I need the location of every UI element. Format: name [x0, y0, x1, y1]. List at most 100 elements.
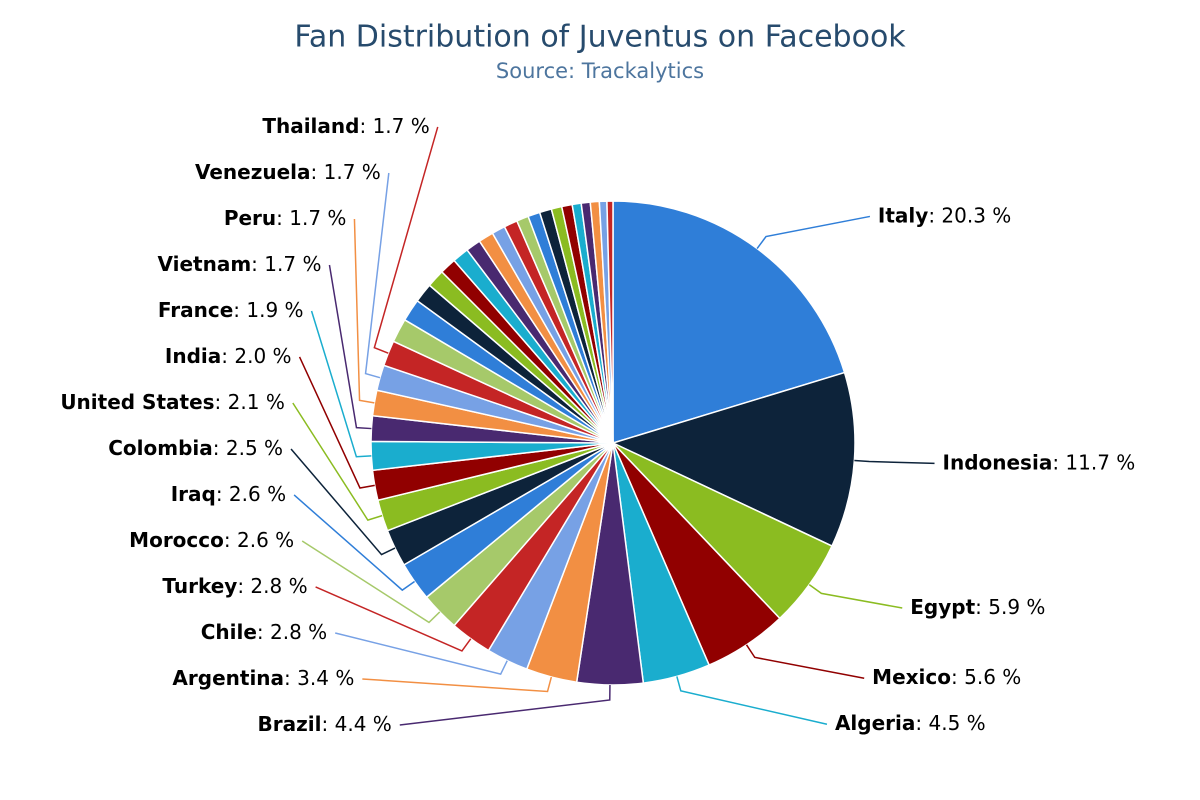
label-name: Vietnam: [157, 251, 251, 275]
label-name: Turkey: [162, 573, 237, 597]
label-value: 2.6 %: [237, 527, 294, 551]
label-separator: :: [216, 481, 229, 505]
label-separator: :: [975, 595, 988, 619]
pie-slice: [606, 200, 614, 444]
connector: [315, 586, 472, 652]
label-name: Egypt: [910, 595, 975, 619]
data-label: Mexico: 5.6 %: [872, 665, 1021, 689]
label-value: 1.7 %: [264, 251, 321, 275]
data-label: France: 1.9 %: [158, 297, 304, 321]
label-separator: :: [928, 203, 941, 227]
label-value: 2.6 %: [229, 481, 286, 505]
data-label: Vietnam: 1.7 %: [157, 251, 321, 275]
connector: [854, 459, 935, 465]
label-separator: :: [284, 665, 297, 689]
label-separator: :: [915, 711, 928, 735]
connector: [298, 356, 375, 489]
data-label: Venezuela: 1.7 %: [195, 159, 381, 183]
label-value: 2.0 %: [234, 343, 291, 367]
label-value: 3.4 %: [297, 665, 354, 689]
label-value: 5.9 %: [988, 595, 1045, 619]
label-name: Italy: [878, 203, 928, 227]
label-separator: :: [251, 251, 264, 275]
data-label: Colombia: 2.5 %: [108, 435, 283, 459]
label-name: France: [158, 297, 233, 321]
label-separator: :: [215, 389, 228, 413]
label-value: 5.6 %: [964, 665, 1021, 689]
connector: [364, 172, 390, 379]
label-value: 11.7 %: [1065, 450, 1135, 474]
label-value: 1.7 %: [373, 113, 430, 137]
chart-title: Fan Distribution of Juventus on Facebook: [294, 20, 906, 55]
label-separator: :: [322, 711, 335, 735]
connector: [292, 402, 383, 521]
connector: [310, 310, 372, 458]
data-label: Thailand: 1.7 %: [262, 113, 429, 137]
label-name: India: [165, 343, 221, 367]
label-name: Thailand: [262, 113, 359, 137]
label-name: Mexico: [872, 665, 951, 689]
connector: [399, 684, 611, 726]
label-value: 1.9 %: [246, 297, 303, 321]
data-label: Turkey: 2.8 %: [162, 573, 307, 597]
data-label: Brazil: 4.4 %: [258, 711, 392, 735]
label-separator: :: [311, 159, 324, 183]
data-label: Argentina: 3.4 %: [172, 665, 354, 689]
connector: [301, 540, 441, 624]
connector: [290, 448, 396, 556]
label-separator: :: [951, 665, 964, 689]
connector: [353, 218, 375, 404]
label-separator: :: [359, 113, 372, 137]
label-name: Argentina: [172, 665, 284, 689]
connector: [676, 676, 828, 725]
label-name: United States: [60, 389, 214, 413]
data-label: Algeria: 4.5 %: [835, 711, 986, 735]
connector: [293, 494, 416, 592]
labels: Italy: 20.3 % Indonesia: 11.7 % Egypt: 5.9…: [60, 113, 1135, 735]
pie-slice: [610, 371, 856, 548]
label-separator: :: [1052, 450, 1065, 474]
label-separator: :: [276, 205, 289, 229]
data-label: Chile: 2.8 %: [201, 619, 327, 643]
label-name: Brazil: [258, 711, 322, 735]
label-name: Indonesia: [943, 450, 1053, 474]
label-name: Peru: [224, 205, 276, 229]
label-separator: :: [221, 343, 234, 367]
label-value: 20.3 %: [941, 203, 1011, 227]
connector: [745, 644, 865, 679]
pie: [370, 200, 856, 686]
data-label: Peru: 1.7 %: [224, 205, 347, 229]
label-name: Colombia: [108, 435, 213, 459]
connector: [808, 584, 903, 609]
data-label: Egypt: 5.9 %: [910, 595, 1045, 619]
label-value: 1.7 %: [324, 159, 381, 183]
label-value: 4.4 %: [335, 711, 392, 735]
label-name: Iraq: [171, 481, 216, 505]
data-label: Indonesia: 11.7 %: [943, 450, 1136, 474]
label-separator: :: [213, 435, 226, 459]
connector: [756, 215, 871, 250]
connector: [328, 264, 372, 430]
label-separator: :: [224, 527, 237, 551]
label-name: Morocco: [129, 527, 224, 551]
connector: [335, 632, 508, 676]
label-separator: :: [237, 573, 250, 597]
data-label: United States: 2.1 %: [60, 389, 285, 413]
label-name: Chile: [201, 619, 257, 643]
label-name: Algeria: [835, 711, 915, 735]
label-value: 2.1 %: [228, 389, 285, 413]
label-separator: :: [257, 619, 270, 643]
label-value: 2.8 %: [250, 573, 307, 597]
data-label: Morocco: 2.6 %: [129, 527, 294, 551]
connector: [373, 126, 439, 354]
label-value: 1.7 %: [289, 205, 346, 229]
label-name: Venezuela: [195, 159, 311, 183]
connector: [362, 676, 553, 693]
data-label: India: 2.0 %: [165, 343, 292, 367]
label-value: 2.8 %: [270, 619, 327, 643]
label-separator: :: [233, 297, 246, 321]
chart-subtitle: Source: Trackalytics: [496, 59, 704, 83]
data-label: Italy: 20.3 %: [878, 203, 1011, 227]
label-value: 2.5 %: [226, 435, 283, 459]
